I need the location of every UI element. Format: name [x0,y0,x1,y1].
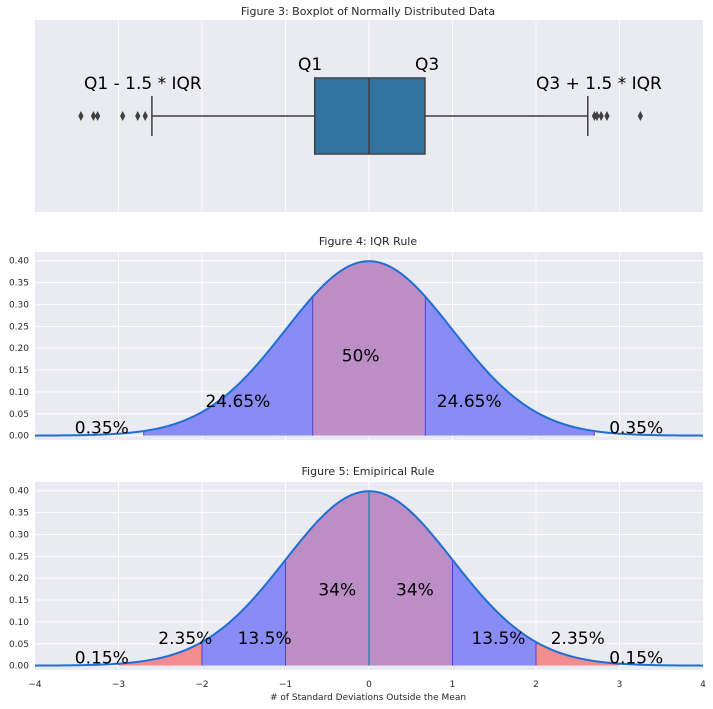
iqr-labels: 0.35% 24.65% 50% 24.65% 0.35% [75,346,663,438]
iqr-panel: Figure 4: IQR Rule 0.000.050.100.150.200… [9,235,704,442]
y-tick-label: 0.30 [9,300,29,310]
boxplot-annotation: Q3 [415,55,439,75]
outlier-point [594,111,600,121]
y-tick-label: 0.25 [9,552,29,562]
region-label: 34% [396,581,434,601]
iqr-regions [143,261,595,436]
region-label: 2.35% [158,629,212,649]
y-tick-label: 0.35 [9,509,29,519]
shaded-region [312,261,426,436]
shaded-region [143,296,313,436]
empirical-title: Figure 5: Emipirical Rule [302,465,435,478]
x-tick-label: 2 [533,680,539,690]
boxplot-marks [78,77,643,155]
region-label: 0.35% [609,418,663,438]
density-curve [34,260,704,437]
region-label: 0.15% [75,648,129,668]
region-label: 0.15% [609,648,663,668]
region-label: 2.35% [551,629,605,649]
shaded-region [118,642,202,666]
y-tick-label: 0.40 [9,487,29,497]
boxplot-annotation: Q3 + 1.5 * IQR [536,74,662,94]
x-tick-label: −1 [279,680,292,690]
x-tick-label: 4 [700,680,706,690]
y-tick-label: 0.05 [9,410,29,420]
x-tick-label: 3 [617,680,623,690]
empirical-y-ticks: 0.00 0.05 0.10 0.15 0.20 0.25 0.30 0.35 0.40 [9,487,29,672]
region-label: 34% [318,581,356,601]
shaded-region [536,642,620,666]
y-tick-label: 0.00 [9,662,29,672]
y-tick-label: 0.15 [9,596,29,606]
outlier-point [78,111,84,121]
outlier-point [604,111,610,121]
y-tick-label: 0.25 [9,322,29,332]
iqr-title: Figure 4: IQR Rule [319,235,418,248]
boxplot-panel: Figure 3: Boxplot of Normally Distribute… [35,5,703,212]
region-label: 13.5% [238,629,292,649]
outlier-point [142,111,148,121]
boxplot-annotation: Q1 [298,55,322,75]
boxplot-annotations: Q1 - 1.5 * IQR Q1 Q3 Q3 + 1.5 * IQR [84,55,662,94]
region-label: 50% [342,346,380,366]
outlier-point [90,111,97,121]
boxplot-title: Figure 3: Boxplot of Normally Distribute… [241,5,495,18]
empirical-curve [34,490,704,667]
y-tick-label: 0.35 [9,279,29,289]
outlier-point [637,111,643,121]
y-tick-label: 0.15 [9,366,29,376]
x-tick-label: 1 [450,680,456,690]
y-tick-label: 0.40 [9,257,29,267]
empirical-panel: Figure 5: Emipirical Rule 0.000.050.100.… [9,465,706,703]
boxplot-annotation: Q1 - 1.5 * IQR [84,74,202,94]
x-tick-label: 0 [366,680,372,690]
y-tick-label: 0.30 [9,530,29,540]
empirical-x-ticks: −4 −3 −2 −1 0 1 2 3 4 [28,680,706,690]
region-label: 0.35% [75,418,129,438]
y-tick-label: 0.20 [9,574,29,584]
density-curve [34,490,704,667]
x-tick-label: −2 [195,680,208,690]
empirical-labels: 0.15%2.35% 13.5%34% 34%13.5% 2.35%0.15% [75,581,663,669]
y-tick-label: 0.10 [9,388,29,398]
y-tick-label: 0.05 [9,640,29,650]
region-label: 24.65% [437,392,502,412]
y-tick-label: 0.10 [9,618,29,628]
y-tick-label: 0.20 [9,344,29,354]
region-label: 13.5% [471,629,525,649]
region-label: 24.65% [205,392,270,412]
outlier-point [598,111,604,121]
iqr-y-ticks: 0.00 0.05 0.10 0.15 0.20 0.25 0.30 0.35 0.40 [9,257,29,442]
iqr-curve [34,260,704,437]
y-tick-label: 0.00 [9,432,29,442]
x-tick-label: −4 [28,680,42,690]
x-axis-label: # of Standard Deviations Outside the Mea… [270,693,466,703]
x-tick-label: −3 [112,680,125,690]
iqr-box [313,77,426,155]
outlier-point [135,111,141,121]
outlier-point [120,111,126,121]
outlier-point [95,111,101,121]
shaded-region [425,296,595,436]
